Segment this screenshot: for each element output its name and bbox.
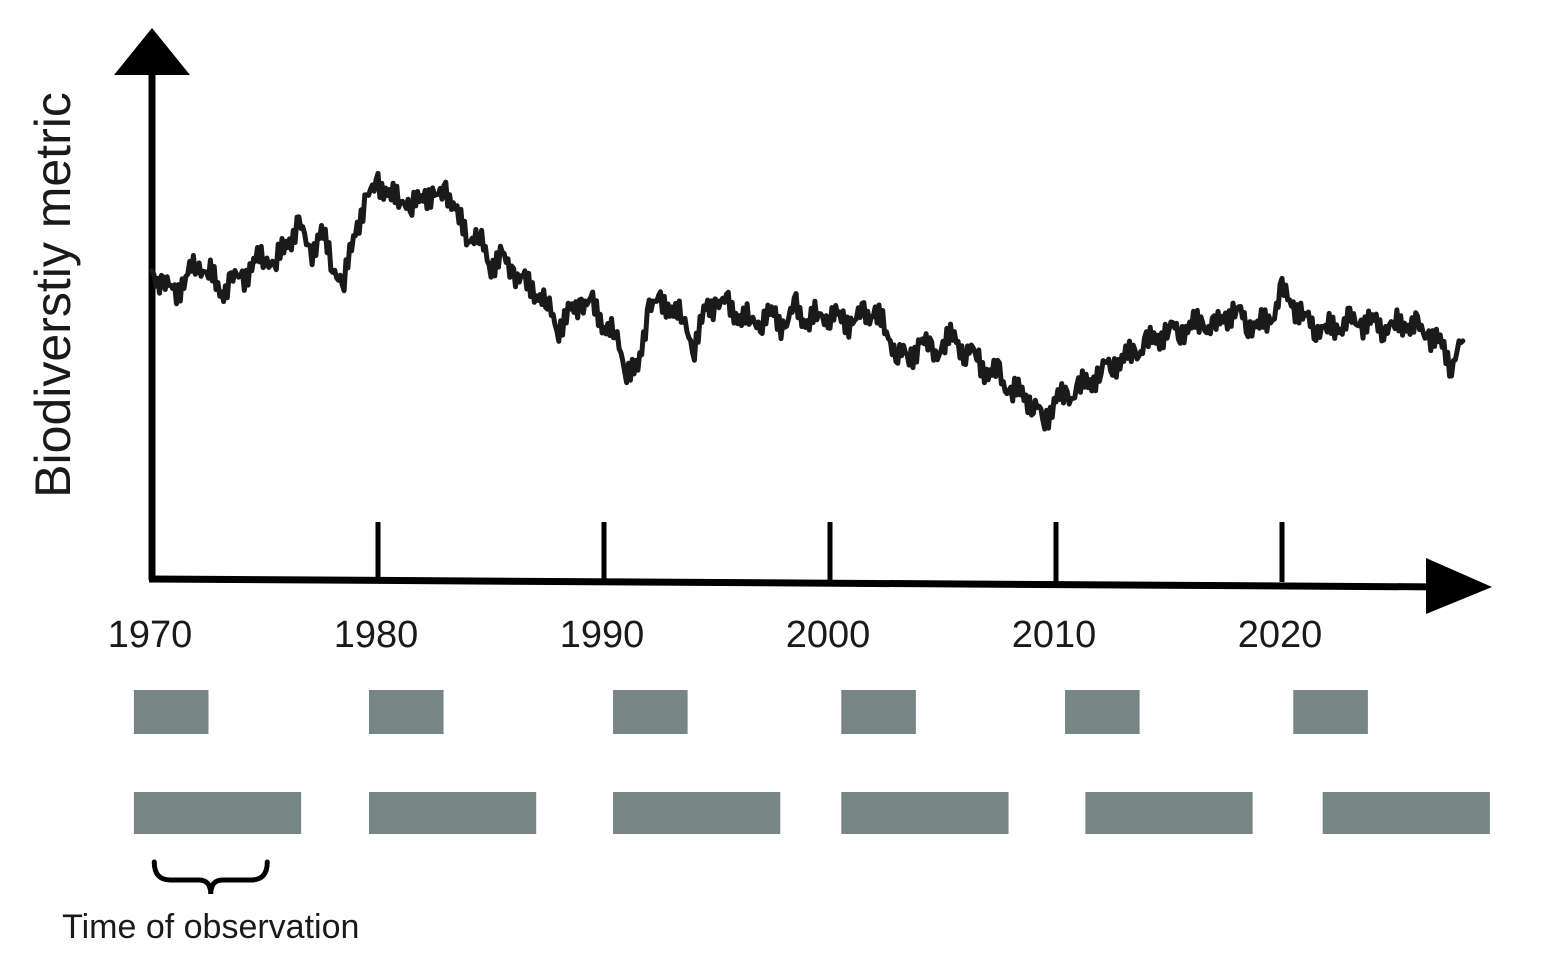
x-tick-label-1970: 1970 <box>108 614 193 656</box>
data-point-1982.5 <box>434 204 435 205</box>
data-point-1991.5 <box>637 374 638 375</box>
series-line <box>149 170 1466 432</box>
short-window-1 <box>133 690 209 734</box>
x-tick-label-1980: 1980 <box>334 614 419 656</box>
observation-brace <box>151 859 270 895</box>
data-point-1987 <box>536 289 537 290</box>
long-window-2 <box>368 792 537 834</box>
data-point-1993 <box>671 303 672 304</box>
y-axis-title: Biodiverstiy metric <box>25 92 81 498</box>
x-tick-labels: 1970 1980 1990 2000 2010 2020 <box>108 614 1323 656</box>
short-window-6 <box>1293 690 1368 734</box>
x-tick-label-1990: 1990 <box>560 614 645 656</box>
observation-caption: Time of observation <box>62 908 359 946</box>
series-points <box>152 178 1464 420</box>
x-tick-label-2010: 2010 <box>1012 614 1097 656</box>
long-window-4 <box>841 792 1009 834</box>
data-point-1988.5 <box>570 315 571 316</box>
data-point-1985.5 <box>502 259 503 260</box>
data-point-1981 <box>400 192 401 193</box>
long-window-1 <box>133 792 302 834</box>
long-window-6 <box>1322 792 1490 834</box>
x-tick-label-2000: 2000 <box>786 614 871 656</box>
short-window-5 <box>1065 690 1140 734</box>
data-point-1990 <box>604 322 605 323</box>
x-tick-label-2020: 2020 <box>1238 614 1323 656</box>
long-window-5 <box>1085 792 1253 834</box>
x-axis-line <box>148 575 1449 591</box>
x-ticks <box>375 522 1285 582</box>
short-window-3 <box>613 690 688 734</box>
x-axis-arrowhead <box>1426 558 1492 614</box>
observation-timelines <box>133 690 1490 834</box>
long-window-3 <box>613 792 781 834</box>
short-window-4 <box>841 690 916 734</box>
y-axis-arrowhead <box>114 28 190 75</box>
short-window-2 <box>368 690 444 734</box>
